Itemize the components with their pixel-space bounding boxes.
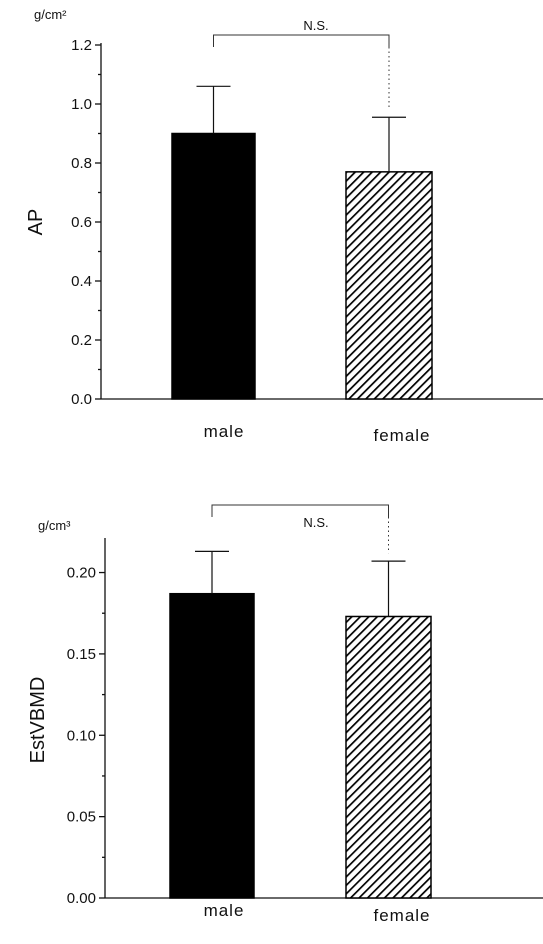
y-tick-label: 0.2: [71, 332, 92, 349]
bar-female: [345, 615, 432, 899]
category-label-female: female: [373, 426, 430, 445]
y-tick-labels: 0.0 0.2 0.4 0.6 0.8 1.0 1.2: [71, 37, 92, 408]
y-tick-label: 0.15: [67, 646, 96, 663]
significance-bracket: [213, 34, 390, 47]
category-label-male: male: [204, 901, 245, 920]
significance-label: N.S.: [303, 18, 328, 33]
chart-marks: [95, 34, 543, 400]
significance-label: N.S.: [303, 515, 328, 530]
y-tick-label: 0.6: [71, 214, 92, 231]
y-tick-label: 0.05: [67, 809, 96, 826]
bar-male: [169, 592, 255, 899]
significance-bracket: [211, 504, 389, 517]
y-tick-label: 0.0: [71, 391, 92, 408]
y-axis-title: EstVBMD: [27, 677, 49, 764]
y-tick-label: 1.2: [71, 37, 92, 54]
x-category-labels: male female: [204, 422, 430, 445]
x-category-labels: male female: [204, 901, 430, 925]
chart-ap: g/cm² AP 0.0 0.2 0.4 0.6 0.8 1.0 1.2 mal…: [25, 7, 543, 445]
y-tick-label: 0.4: [71, 273, 92, 290]
chart-estvbmd: g/cm³ EstVBMD 0.00 0.05 0.10 0.15 0.20 m…: [27, 504, 543, 925]
unit-label: g/cm³: [38, 518, 71, 533]
y-tick-label: 0.20: [67, 565, 96, 582]
y-tick-labels: 0.00 0.05 0.10 0.15 0.20: [67, 565, 96, 907]
category-label-female: female: [373, 906, 430, 925]
bar-male: [171, 132, 256, 400]
y-tick-label: 0.10: [67, 727, 96, 744]
y-tick-label: 0.8: [71, 155, 92, 172]
bar-female: [345, 171, 433, 400]
y-tick-label: 1.0: [71, 96, 92, 113]
category-label-male: male: [204, 422, 245, 441]
y-tick-label: 0.00: [67, 890, 96, 907]
y-axis-title: AP: [25, 209, 47, 236]
chart-marks: [99, 504, 543, 899]
unit-label: g/cm²: [34, 7, 67, 22]
